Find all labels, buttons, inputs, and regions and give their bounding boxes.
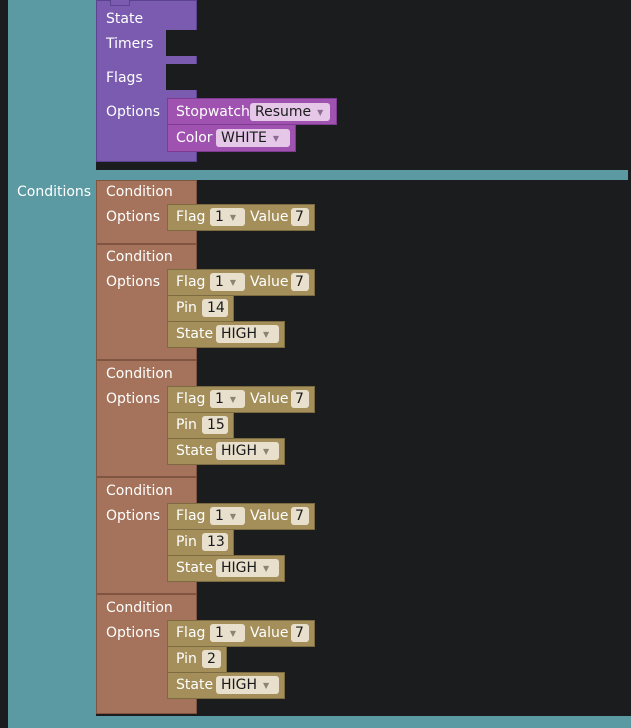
chevron-down-icon: ▼ bbox=[263, 330, 270, 339]
flag-dropdown[interactable]: 1 ▼ bbox=[210, 273, 245, 291]
chevron-down-icon: ▼ bbox=[229, 512, 237, 521]
flag-dropdown-value: 1 bbox=[215, 508, 224, 524]
state-label: State bbox=[176, 443, 214, 459]
chevron-down-icon: ▼ bbox=[229, 213, 237, 222]
pin-label: Pin bbox=[176, 534, 197, 550]
condition-label: Condition bbox=[106, 249, 173, 265]
color-label: Color bbox=[176, 130, 213, 146]
flag-dropdown-value: 1 bbox=[215, 625, 224, 641]
flag-label: Flag bbox=[176, 209, 206, 225]
value-label: Value bbox=[250, 625, 289, 641]
state-label: State bbox=[176, 560, 214, 576]
state-dropdown[interactable]: HIGH ▼ bbox=[216, 442, 279, 460]
pin-label: Pin bbox=[176, 651, 197, 667]
value-label: Value bbox=[250, 391, 289, 407]
rule-options-label: Options bbox=[106, 104, 161, 120]
pin-input[interactable]: 2 bbox=[202, 650, 221, 668]
value-label: Value bbox=[250, 274, 289, 290]
color-dropdown-value: WHITE bbox=[221, 130, 267, 146]
rule-state-label: State bbox=[106, 11, 144, 27]
condition-label: Condition bbox=[106, 366, 173, 382]
value-label: Value bbox=[250, 508, 289, 524]
stopwatch-label: Stopwatch bbox=[176, 104, 250, 120]
flag-label: Flag bbox=[176, 274, 206, 290]
chevron-down-icon: ▼ bbox=[229, 278, 237, 287]
conditions-block-bottom-bar bbox=[96, 716, 631, 728]
chevron-down-icon: ▼ bbox=[272, 134, 280, 143]
chevron-down-icon: ▼ bbox=[263, 447, 270, 456]
state-dropdown-value: HIGH bbox=[221, 677, 258, 693]
options-label: Options bbox=[106, 209, 161, 225]
flag-dropdown[interactable]: 1 ▼ bbox=[210, 624, 245, 642]
conditions-block[interactable] bbox=[8, 0, 96, 728]
stopwatch-dropdown-value: Resume bbox=[255, 104, 312, 120]
value-input[interactable]: 7 bbox=[291, 390, 309, 408]
color-dropdown[interactable]: WHITE ▼ bbox=[216, 129, 290, 147]
state-dropdown[interactable]: HIGH ▼ bbox=[216, 676, 279, 694]
conditions-block-top-bar bbox=[96, 170, 628, 180]
flag-dropdown-value: 1 bbox=[215, 274, 224, 290]
flag-label: Flag bbox=[176, 391, 206, 407]
chevron-down-icon: ▼ bbox=[317, 108, 324, 117]
flag-label: Flag bbox=[176, 508, 206, 524]
state-dropdown-value: HIGH bbox=[221, 443, 258, 459]
chevron-down-icon: ▼ bbox=[229, 395, 237, 404]
flag-dropdown-value: 1 bbox=[215, 391, 224, 407]
value-input[interactable]: 7 bbox=[291, 208, 309, 226]
flags-socket bbox=[166, 64, 198, 90]
rule-flags-label: Flags bbox=[106, 70, 143, 86]
pin-input[interactable]: 14 bbox=[202, 299, 228, 317]
value-input[interactable]: 7 bbox=[291, 273, 309, 291]
condition-label: Condition bbox=[106, 184, 173, 200]
flag-dropdown[interactable]: 1 ▼ bbox=[210, 507, 245, 525]
value-label: Value bbox=[250, 209, 289, 225]
state-dropdown-value: HIGH bbox=[221, 326, 258, 342]
flag-dropdown-value: 1 bbox=[215, 209, 224, 225]
value-input[interactable]: 7 bbox=[291, 624, 309, 642]
rule-timers-label: Timers bbox=[106, 36, 154, 52]
state-dropdown[interactable]: HIGH ▼ bbox=[216, 559, 279, 577]
state-label: State bbox=[176, 326, 214, 342]
pin-label: Pin bbox=[176, 417, 197, 433]
pin-label: Pin bbox=[176, 300, 197, 316]
pin-input[interactable]: 15 bbox=[202, 416, 228, 434]
flag-dropdown[interactable]: 1 ▼ bbox=[210, 390, 245, 408]
flag-dropdown[interactable]: 1 ▼ bbox=[210, 208, 245, 226]
options-label: Options bbox=[106, 274, 161, 290]
value-input[interactable]: 7 bbox=[291, 507, 309, 525]
pin-input[interactable]: 13 bbox=[202, 533, 228, 551]
state-dropdown[interactable]: HIGH ▼ bbox=[216, 325, 279, 343]
condition-label: Condition bbox=[106, 600, 173, 616]
options-label: Options bbox=[106, 625, 161, 641]
options-label: Options bbox=[106, 508, 161, 524]
conditions-label: Conditions bbox=[17, 184, 92, 200]
options-label: Options bbox=[106, 391, 161, 407]
chevron-down-icon: ▼ bbox=[263, 564, 270, 573]
stopwatch-dropdown[interactable]: Resume ▼ bbox=[250, 103, 330, 121]
rule-block-top-tab bbox=[110, 0, 130, 6]
timers-socket bbox=[166, 30, 198, 56]
state-dropdown-value: HIGH bbox=[221, 560, 258, 576]
chevron-down-icon: ▼ bbox=[263, 681, 270, 690]
condition-label: Condition bbox=[106, 483, 173, 499]
flag-label: Flag bbox=[176, 625, 206, 641]
chevron-down-icon: ▼ bbox=[229, 629, 237, 638]
state-label: State bbox=[176, 677, 214, 693]
